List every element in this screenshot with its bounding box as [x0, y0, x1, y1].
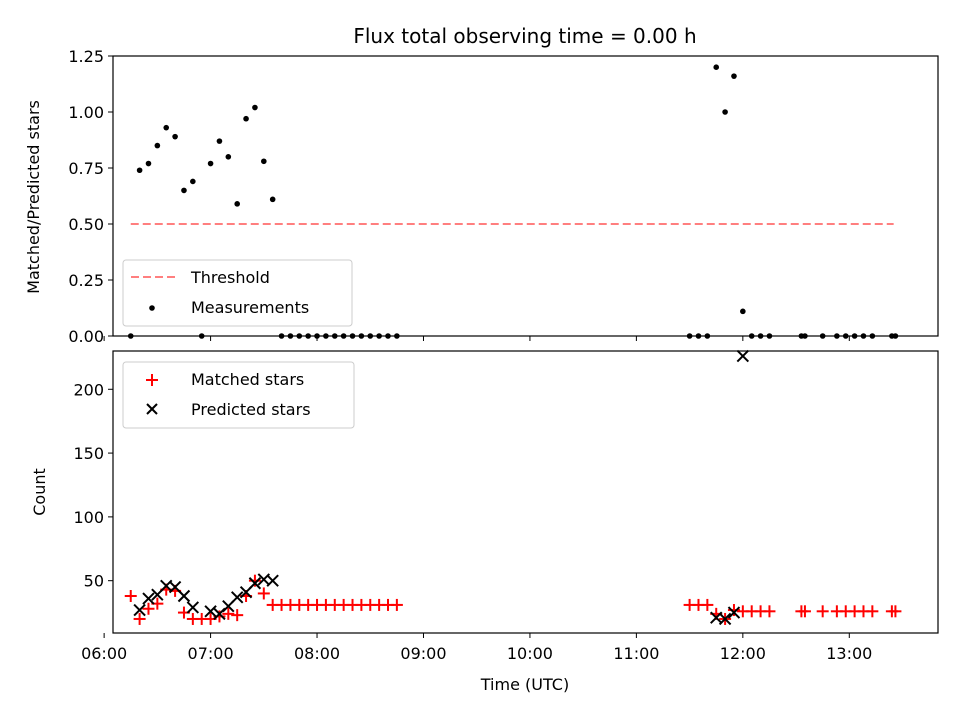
- matched-star-point: [798, 605, 811, 618]
- predicted-star-point: [133, 603, 146, 617]
- predicted-star-diag-b: [133, 603, 146, 617]
- measurement-point: [722, 109, 728, 115]
- top-y-axis-label: Matched/Predicted stars: [24, 100, 43, 294]
- measurement-point: [261, 158, 267, 165]
- x-tick-label: 13:00: [826, 644, 872, 663]
- top-y-tick-label: 0.25: [68, 271, 104, 290]
- measurement-point: [145, 160, 152, 167]
- top-legend: Threshold Measurements: [122, 259, 353, 327]
- matched-star-point: [231, 609, 244, 622]
- top-y-tick-label: 1.00: [68, 103, 104, 122]
- matched-star-point: [866, 605, 879, 618]
- predicted-star-diag-b: [230, 591, 244, 604]
- legend-threshold-label: Threshold: [190, 268, 270, 287]
- measurement-point: [243, 115, 249, 122]
- bottom-plot-area: [124, 349, 902, 626]
- legend-predicted-label: Predicted stars: [191, 400, 311, 419]
- predicted-star-diag-b: [204, 605, 217, 618]
- bottom-legend: Matched stars Predicted stars: [122, 361, 355, 429]
- measurement-point: [740, 308, 746, 315]
- x-tick-label: 07:00: [188, 644, 234, 663]
- bottom-y-tick-label: 50: [84, 572, 104, 591]
- predicted-star-point: [204, 605, 217, 618]
- matched-star-point: [248, 574, 261, 587]
- bottom-y-axis-label: Count: [30, 468, 49, 516]
- measurement-point: [252, 104, 258, 111]
- bottom-y-tick-label: 150: [73, 444, 104, 463]
- matched-star-point: [701, 598, 714, 611]
- predicted-star-diag-b: [168, 580, 182, 594]
- predicted-star-diag-b: [718, 612, 732, 626]
- x-tick-label: 08:00: [294, 644, 340, 663]
- matched-star-point: [816, 605, 829, 618]
- bottom-y-tick-label: 100: [73, 508, 104, 527]
- x-tick-label: 12:00: [720, 644, 766, 663]
- x-tick-label: 06:00: [81, 644, 127, 663]
- measurement-point: [269, 196, 276, 203]
- measurement-point: [731, 73, 737, 79]
- bottom-legend-box: [122, 361, 355, 429]
- predicted-star-diag-b: [177, 589, 191, 603]
- predicted-star-point: [230, 591, 244, 604]
- matched-star-point: [222, 607, 235, 620]
- predicted-star-point: [266, 574, 279, 587]
- predicted-star-point: [718, 612, 732, 626]
- predicted-star-diag-b: [186, 601, 200, 614]
- x-tick-label: 09:00: [400, 644, 446, 663]
- bottom-panel: Count Time (UTC): [30, 349, 939, 694]
- predicted-star-point: [736, 349, 750, 363]
- measurement-point: [163, 124, 170, 131]
- predicted-star-diag-b: [266, 574, 279, 587]
- top-y-tick-label: 1.25: [68, 47, 104, 66]
- matched-star-point: [889, 605, 902, 618]
- predicted-star-point: [142, 592, 155, 605]
- bottom-y-tick-label: 200: [73, 380, 104, 399]
- matched-star-point: [133, 612, 146, 625]
- measurement-point: [713, 64, 720, 70]
- measurement-point: [234, 201, 240, 207]
- legend-matched-label: Matched stars: [191, 370, 304, 389]
- top-y-tick-label: 0.50: [68, 215, 104, 234]
- top-y-tick-label: 0.75: [68, 159, 104, 178]
- predicted-star-diag-b: [736, 349, 750, 363]
- predicted-star-point: [248, 577, 262, 590]
- matched-star-point: [142, 602, 155, 615]
- top-y-tick-label: 0.00: [68, 327, 104, 346]
- predicted-star-diag-b: [248, 577, 262, 590]
- legend-matched-swatch: [146, 374, 158, 386]
- measurement-point: [136, 167, 143, 174]
- top-panel: Flux total observing time = 0.00 h Match…: [24, 24, 939, 339]
- bottom-axes-frame: [112, 350, 939, 634]
- predicted-star-diag-b: [142, 592, 155, 605]
- predicted-star-point: [186, 601, 200, 614]
- legend-measurements-swatch: [149, 305, 155, 311]
- top-axes-frame: [112, 55, 939, 337]
- measurement-point: [216, 138, 223, 144]
- x-axis-label: Time (UTC): [480, 675, 569, 694]
- measurement-point: [225, 154, 232, 160]
- x-tick-label: 10:00: [507, 644, 553, 663]
- measurement-point: [190, 178, 196, 185]
- matched-star-point: [257, 587, 270, 600]
- matched-star-point: [727, 604, 740, 617]
- legend-predicted-swatch: [146, 403, 158, 415]
- measurement-point: [154, 142, 161, 149]
- matched-star-point: [124, 589, 137, 602]
- measurement-point: [181, 187, 187, 194]
- x-tick-label: 11:00: [613, 644, 659, 663]
- matched-star-point: [763, 605, 776, 618]
- chart-title: Flux total observing time = 0.00 h: [353, 24, 696, 48]
- matched-star-point: [390, 598, 403, 611]
- legend-measurements-label: Measurements: [191, 298, 309, 317]
- measurement-point: [172, 133, 178, 140]
- predicted-star-diag-b: [727, 606, 741, 619]
- measurement-point: [207, 160, 214, 167]
- predicted-star-point: [727, 606, 741, 619]
- top-legend-box: [122, 259, 353, 327]
- predicted-star-point: [177, 589, 191, 603]
